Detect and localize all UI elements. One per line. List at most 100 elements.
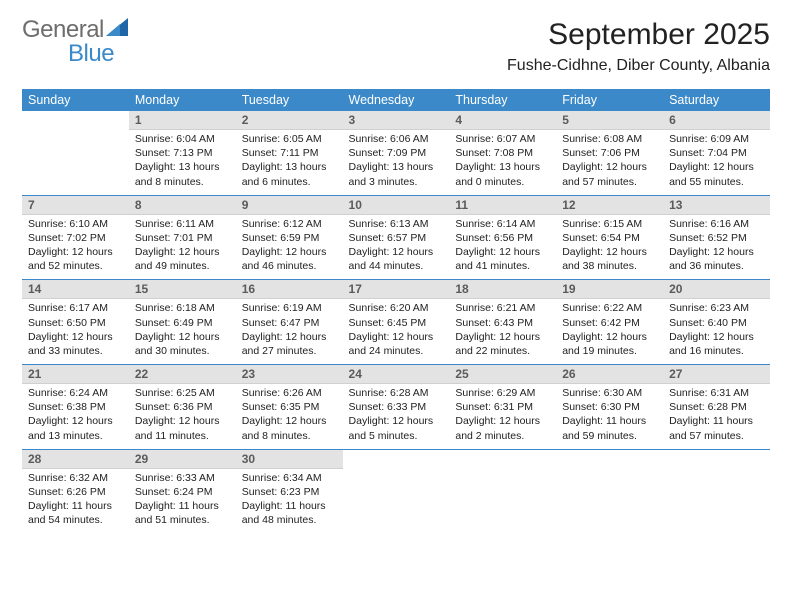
day-number: 2 <box>236 111 343 130</box>
daylight-text: Daylight: 12 hours and 13 minutes. <box>28 414 123 442</box>
day-number: 11 <box>449 196 556 215</box>
daylight-text: Daylight: 12 hours and 36 minutes. <box>669 245 764 273</box>
day-body: Sunrise: 6:05 AMSunset: 7:11 PMDaylight:… <box>236 130 343 195</box>
calendar-table: Sunday Monday Tuesday Wednesday Thursday… <box>22 89 770 533</box>
day-number: 18 <box>449 280 556 299</box>
calendar-cell: 9Sunrise: 6:12 AMSunset: 6:59 PMDaylight… <box>236 195 343 279</box>
daylight-text: Daylight: 12 hours and 52 minutes. <box>28 245 123 273</box>
sunrise-text: Sunrise: 6:32 AM <box>28 471 123 485</box>
calendar-cell <box>22 111 129 195</box>
daylight-text: Daylight: 11 hours and 48 minutes. <box>242 499 337 527</box>
day-body: Sunrise: 6:26 AMSunset: 6:35 PMDaylight:… <box>236 384 343 449</box>
sunset-text: Sunset: 7:13 PM <box>135 146 230 160</box>
day-number: 8 <box>129 196 236 215</box>
calendar-cell: 22Sunrise: 6:25 AMSunset: 6:36 PMDayligh… <box>129 365 236 449</box>
day-body: Sunrise: 6:06 AMSunset: 7:09 PMDaylight:… <box>343 130 450 195</box>
day-number: 1 <box>129 111 236 130</box>
sunset-text: Sunset: 6:54 PM <box>562 231 657 245</box>
daylight-text: Daylight: 13 hours and 3 minutes. <box>349 160 444 188</box>
daylight-text: Daylight: 13 hours and 8 minutes. <box>135 160 230 188</box>
daylight-text: Daylight: 13 hours and 0 minutes. <box>455 160 550 188</box>
sunrise-text: Sunrise: 6:18 AM <box>135 301 230 315</box>
sunrise-text: Sunrise: 6:31 AM <box>669 386 764 400</box>
day-body: Sunrise: 6:30 AMSunset: 6:30 PMDaylight:… <box>556 384 663 449</box>
day-number: 6 <box>663 111 770 130</box>
day-body <box>663 454 770 512</box>
sunrise-text: Sunrise: 6:11 AM <box>135 217 230 231</box>
day-body <box>343 454 450 512</box>
sunset-text: Sunset: 6:30 PM <box>562 400 657 414</box>
sunrise-text: Sunrise: 6:23 AM <box>669 301 764 315</box>
daylight-text: Daylight: 12 hours and 46 minutes. <box>242 245 337 273</box>
day-number: 27 <box>663 365 770 384</box>
logo-text: General Blue <box>22 18 128 66</box>
sunset-text: Sunset: 6:36 PM <box>135 400 230 414</box>
sunrise-text: Sunrise: 6:29 AM <box>455 386 550 400</box>
calendar-cell: 7Sunrise: 6:10 AMSunset: 7:02 PMDaylight… <box>22 195 129 279</box>
calendar-cell: 8 Sunrise: 6:11 AMSunset: 7:01 PMDaylight… <box>129 195 236 279</box>
calendar-cell: 21Sunrise: 6:24 AMSunset: 6:38 PMDayligh… <box>22 365 129 449</box>
sunrise-text: Sunrise: 6:24 AM <box>28 386 123 400</box>
calendar-cell <box>449 449 556 533</box>
sunset-text: Sunset: 6:43 PM <box>455 316 550 330</box>
day-header: Monday <box>129 89 236 111</box>
day-header: Sunday <box>22 89 129 111</box>
day-body: Sunrise: 6:34 AMSunset: 6:23 PMDaylight:… <box>236 469 343 534</box>
daylight-text: Daylight: 12 hours and 22 minutes. <box>455 330 550 358</box>
sunset-text: Sunset: 6:47 PM <box>242 316 337 330</box>
day-body: Sunrise: 6:14 AMSunset: 6:56 PMDaylight:… <box>449 215 556 280</box>
sunset-text: Sunset: 6:42 PM <box>562 316 657 330</box>
day-body: Sunrise: 6:33 AMSunset: 6:24 PMDaylight:… <box>129 469 236 534</box>
sunset-text: Sunset: 7:01 PM <box>135 231 230 245</box>
sunset-text: Sunset: 7:11 PM <box>242 146 337 160</box>
sunrise-text: Sunrise: 6:16 AM <box>669 217 764 231</box>
sunrise-text: Sunrise: 6:22 AM <box>562 301 657 315</box>
calendar-cell <box>663 449 770 533</box>
day-number: 21 <box>22 365 129 384</box>
sunrise-text: Sunrise: 6:12 AM <box>242 217 337 231</box>
sunrise-text: Sunrise: 6:08 AM <box>562 132 657 146</box>
sunrise-text: Sunrise: 6:15 AM <box>562 217 657 231</box>
day-body: Sunrise: 6:04 AMSunset: 7:13 PMDaylight:… <box>129 130 236 195</box>
sunrise-text: Sunrise: 6:30 AM <box>562 386 657 400</box>
calendar-cell: 11Sunrise: 6:14 AMSunset: 6:56 PMDayligh… <box>449 195 556 279</box>
sunset-text: Sunset: 6:24 PM <box>135 485 230 499</box>
daylight-text: Daylight: 12 hours and 44 minutes. <box>349 245 444 273</box>
calendar-cell: 15Sunrise: 6:18 AMSunset: 6:49 PMDayligh… <box>129 280 236 364</box>
title-block: September 2025 Fushe-Cidhne, Diber Count… <box>507 18 770 75</box>
day-body: Sunrise: 6:12 AMSunset: 6:59 PMDaylight:… <box>236 215 343 280</box>
header-row: General Blue September 2025 Fushe-Cidhne… <box>22 18 770 75</box>
daylight-text: Daylight: 12 hours and 49 minutes. <box>135 245 230 273</box>
sunrise-text: Sunrise: 6:34 AM <box>242 471 337 485</box>
calendar-cell: 18Sunrise: 6:21 AMSunset: 6:43 PMDayligh… <box>449 280 556 364</box>
day-number: 30 <box>236 450 343 469</box>
sunset-text: Sunset: 6:57 PM <box>349 231 444 245</box>
sunrise-text: Sunrise: 6:14 AM <box>455 217 550 231</box>
sunset-text: Sunset: 6:31 PM <box>455 400 550 414</box>
sunrise-text: Sunrise: 6:25 AM <box>135 386 230 400</box>
day-body: Sunrise: 6:24 AMSunset: 6:38 PMDaylight:… <box>22 384 129 449</box>
day-body: Sunrise: 6:07 AMSunset: 7:08 PMDaylight:… <box>449 130 556 195</box>
calendar-cell: 29Sunrise: 6:33 AMSunset: 6:24 PMDayligh… <box>129 449 236 533</box>
day-header: Saturday <box>663 89 770 111</box>
day-number: 15 <box>129 280 236 299</box>
daylight-text: Daylight: 11 hours and 51 minutes. <box>135 499 230 527</box>
calendar-cell: 1Sunrise: 6:04 AMSunset: 7:13 PMDaylight… <box>129 111 236 195</box>
daylight-text: Daylight: 12 hours and 33 minutes. <box>28 330 123 358</box>
logo-word-a: General <box>22 16 104 43</box>
day-body: Sunrise: 6:10 AMSunset: 7:02 PMDaylight:… <box>22 215 129 280</box>
day-header: Wednesday <box>343 89 450 111</box>
day-header: Thursday <box>449 89 556 111</box>
logo-triangle-icon <box>106 18 128 41</box>
sunset-text: Sunset: 7:02 PM <box>28 231 123 245</box>
calendar-cell: 3Sunrise: 6:06 AMSunset: 7:09 PMDaylight… <box>343 111 450 195</box>
calendar-week-row: 7Sunrise: 6:10 AMSunset: 7:02 PMDaylight… <box>22 195 770 279</box>
sunset-text: Sunset: 6:28 PM <box>669 400 764 414</box>
brand-logo: General Blue <box>22 18 128 66</box>
sunset-text: Sunset: 6:45 PM <box>349 316 444 330</box>
sunrise-text: Sunrise: 6:20 AM <box>349 301 444 315</box>
sunset-text: Sunset: 6:40 PM <box>669 316 764 330</box>
day-body <box>22 115 129 173</box>
calendar-cell: 26Sunrise: 6:30 AMSunset: 6:30 PMDayligh… <box>556 365 663 449</box>
day-header: Friday <box>556 89 663 111</box>
